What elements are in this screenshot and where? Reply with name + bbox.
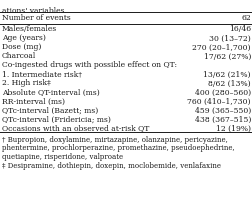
Text: Number of events: Number of events — [2, 14, 71, 22]
Text: 270 (20–1,700): 270 (20–1,700) — [192, 43, 250, 51]
Text: 400 (280–560): 400 (280–560) — [194, 88, 250, 96]
Text: 459 (365–550): 459 (365–550) — [194, 106, 250, 114]
Text: 13/62 (21%): 13/62 (21%) — [203, 70, 250, 78]
Text: QTc-interval (Bazett; ms): QTc-interval (Bazett; ms) — [2, 106, 98, 114]
Text: ations' variables.: ations' variables. — [2, 7, 67, 15]
Text: 17/62 (27%): 17/62 (27%) — [203, 52, 250, 60]
Text: phentermine, prochlorperazine, promethazine, pseudoephedrine,: phentermine, prochlorperazine, promethaz… — [2, 144, 234, 152]
Text: Dose (mg): Dose (mg) — [2, 43, 41, 51]
Text: Occasions with an observed at-risk QT: Occasions with an observed at-risk QT — [2, 124, 149, 132]
Text: † Bupropion, doxylamine, mirtazapine, olanzapine, pericyazine,: † Bupropion, doxylamine, mirtazapine, ol… — [2, 136, 227, 144]
Text: Absolute QT-interval (ms): Absolute QT-interval (ms) — [2, 88, 99, 96]
Text: 62: 62 — [240, 14, 250, 22]
Text: Age (years): Age (years) — [2, 34, 46, 42]
Text: Charcoal: Charcoal — [2, 52, 36, 60]
Text: Co-ingested drugs with possible effect on QT:: Co-ingested drugs with possible effect o… — [2, 61, 176, 69]
Text: 30 (13–72): 30 (13–72) — [208, 34, 250, 42]
Text: 2. High risk‡: 2. High risk‡ — [2, 79, 51, 87]
Text: quetiapine, risperidone, valproate: quetiapine, risperidone, valproate — [2, 153, 123, 161]
Text: 438 (367–515): 438 (367–515) — [194, 115, 250, 123]
Text: 16/46: 16/46 — [228, 25, 250, 33]
Text: RR-interval (ms): RR-interval (ms) — [2, 97, 65, 105]
Text: 12 (19%): 12 (19%) — [215, 124, 250, 132]
Text: 8/62 (13%): 8/62 (13%) — [208, 79, 250, 87]
Text: ‡ Desipramine, dothiepin, doxepin, moclobemide, venlafaxine: ‡ Desipramine, dothiepin, doxepin, moclo… — [2, 162, 220, 170]
Text: 1. Intermediate risk†: 1. Intermediate risk† — [2, 70, 82, 78]
Text: QTc-interval (Fridericia; ms): QTc-interval (Fridericia; ms) — [2, 115, 110, 123]
Text: Males/females: Males/females — [2, 25, 57, 33]
Text: 760 (410–1,730): 760 (410–1,730) — [187, 97, 250, 105]
